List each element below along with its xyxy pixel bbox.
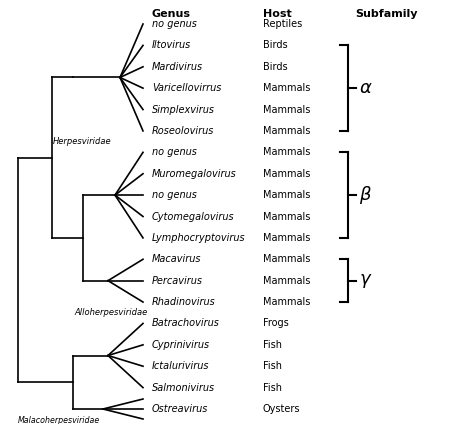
Text: Rhadinovirus: Rhadinovirus: [152, 297, 216, 307]
Text: Varicellovirrus: Varicellovirrus: [152, 83, 221, 93]
Text: Batrachovirus: Batrachovirus: [152, 318, 220, 329]
Text: Frogs: Frogs: [263, 318, 289, 329]
Text: Iltovirus: Iltovirus: [152, 40, 191, 50]
Text: Genus: Genus: [152, 9, 191, 19]
Text: Malacoherpesviridae: Malacoherpesviridae: [18, 416, 100, 424]
Text: $\beta$: $\beta$: [359, 184, 372, 206]
Text: Mammals: Mammals: [263, 83, 310, 93]
Text: Mammals: Mammals: [263, 297, 310, 307]
Text: Host: Host: [263, 9, 292, 19]
Text: no genus: no genus: [152, 19, 197, 29]
Text: Mammals: Mammals: [263, 126, 310, 136]
Text: Birds: Birds: [263, 62, 288, 72]
Text: Mammals: Mammals: [263, 105, 310, 114]
Text: Mammals: Mammals: [263, 169, 310, 179]
Text: no genus: no genus: [152, 190, 197, 200]
Text: Ictalurivirus: Ictalurivirus: [152, 361, 210, 371]
Text: $\alpha$: $\alpha$: [359, 79, 373, 97]
Text: Muromegalovirus: Muromegalovirus: [152, 169, 237, 179]
Text: Fish: Fish: [263, 382, 282, 393]
Text: no genus: no genus: [152, 147, 197, 157]
Text: Simplexvirus: Simplexvirus: [152, 105, 215, 114]
Text: Reptiles: Reptiles: [263, 19, 302, 29]
Text: Salmonivirus: Salmonivirus: [152, 382, 215, 393]
Text: $\gamma$: $\gamma$: [359, 272, 373, 290]
Text: Mammals: Mammals: [263, 254, 310, 264]
Text: Cytomegalovirus: Cytomegalovirus: [152, 212, 235, 221]
Text: Subfamily: Subfamily: [355, 9, 418, 19]
Text: Ostreavirus: Ostreavirus: [152, 404, 209, 414]
Text: Percavirus: Percavirus: [152, 276, 203, 286]
Text: Mammals: Mammals: [263, 233, 310, 243]
Text: Macavirus: Macavirus: [152, 254, 201, 264]
Text: Alloherpesviridae: Alloherpesviridae: [74, 308, 147, 317]
Text: Oysters: Oysters: [263, 404, 301, 414]
Text: Mardivirus: Mardivirus: [152, 62, 203, 72]
Text: Lymphocryptovirus: Lymphocryptovirus: [152, 233, 246, 243]
Text: Mammals: Mammals: [263, 147, 310, 157]
Text: Mammals: Mammals: [263, 190, 310, 200]
Text: Mammals: Mammals: [263, 212, 310, 221]
Text: Roseolovirus: Roseolovirus: [152, 126, 214, 136]
Text: Fish: Fish: [263, 340, 282, 350]
Text: Birds: Birds: [263, 40, 288, 50]
Text: Herpesviridae: Herpesviridae: [53, 137, 111, 146]
Text: Fish: Fish: [263, 361, 282, 371]
Text: Cyprinivirus: Cyprinivirus: [152, 340, 210, 350]
Text: Mammals: Mammals: [263, 276, 310, 286]
